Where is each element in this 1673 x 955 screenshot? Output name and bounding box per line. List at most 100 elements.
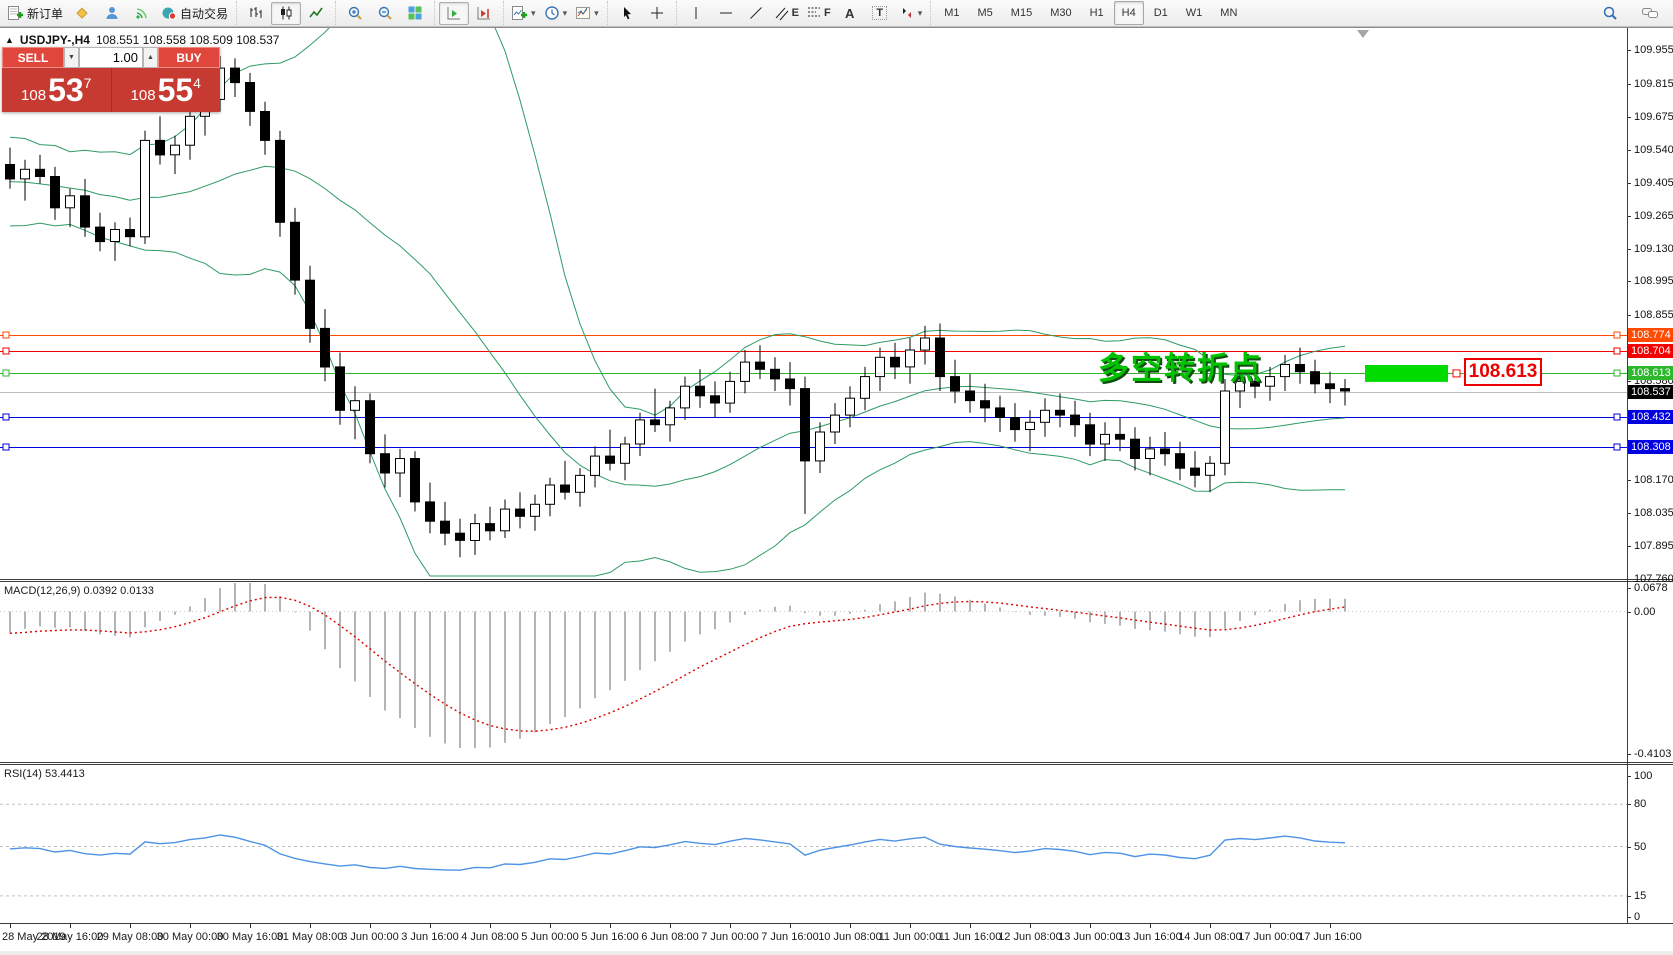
highlight-rectangle[interactable] bbox=[1365, 365, 1448, 382]
tab-timeframe-D1[interactable]: D1 bbox=[1153, 7, 1168, 19]
trendline-button[interactable] bbox=[741, 2, 771, 25]
macd-panel-canvas[interactable] bbox=[0, 583, 1627, 762]
chart-shift-marker[interactable] bbox=[1357, 30, 1369, 38]
candlestick-chart-button[interactable] bbox=[271, 1, 302, 25]
buy-button[interactable]: BUY bbox=[158, 47, 220, 68]
horizontal-line-108.704[interactable] bbox=[0, 347, 1627, 355]
tab-timeframe-M30[interactable]: M30 bbox=[1050, 7, 1072, 19]
horizontal-line-108.308[interactable] bbox=[0, 443, 1627, 451]
candle-body bbox=[920, 337, 930, 351]
horizontal-line-108.613[interactable] bbox=[0, 369, 1627, 377]
rsi-panel-canvas[interactable] bbox=[0, 766, 1627, 923]
macd-panel-separator[interactable] bbox=[0, 579, 1673, 582]
bar-chart-button[interactable] bbox=[241, 2, 271, 25]
volume-input[interactable] bbox=[79, 47, 143, 68]
time-axis-label: 4 Jun 08:00 bbox=[461, 931, 519, 943]
metaeditor-button[interactable] bbox=[67, 2, 97, 25]
candle-body bbox=[995, 407, 1005, 418]
candle-body bbox=[965, 390, 975, 402]
toolbar-group-scroll bbox=[434, 1, 503, 25]
candle-body bbox=[635, 419, 645, 445]
auto-scroll-button[interactable] bbox=[439, 1, 470, 25]
new-chart-dropdown[interactable]: ▾ bbox=[508, 2, 540, 25]
horizontal-line-108.432[interactable] bbox=[0, 413, 1627, 421]
main-chart-canvas[interactable] bbox=[0, 28, 1627, 579]
candle-body bbox=[395, 458, 405, 474]
line-chart-icon bbox=[308, 5, 324, 21]
sell-button[interactable]: SELL bbox=[2, 47, 64, 68]
vertical-line-button[interactable] bbox=[681, 2, 711, 25]
search-button[interactable] bbox=[1595, 2, 1625, 25]
horizontal-line-108.774[interactable] bbox=[0, 331, 1627, 339]
candle-body bbox=[515, 508, 525, 517]
crosshair-button[interactable] bbox=[642, 2, 672, 25]
candle-body bbox=[305, 279, 315, 329]
price-scale[interactable]: 109.955 109.815 109.675 109.540 109.405 109.2… bbox=[1627, 28, 1673, 923]
price-annotation-label[interactable]: 108.613 bbox=[1464, 358, 1542, 386]
signals-button[interactable] bbox=[127, 2, 157, 25]
tab-timeframe-H4[interactable]: H4 bbox=[1113, 1, 1144, 25]
candle-body bbox=[110, 229, 120, 242]
price-label-anchor[interactable] bbox=[1452, 369, 1461, 378]
channel-button[interactable]: E bbox=[771, 2, 803, 25]
candle-body bbox=[50, 176, 60, 209]
periods-dropdown[interactable]: ▾ bbox=[540, 2, 572, 25]
candle-body bbox=[1265, 376, 1275, 387]
macd-scale-label: 0.0678 bbox=[1634, 582, 1668, 594]
rsi-indicator-label: RSI(14) 53.4413 bbox=[4, 768, 85, 780]
zoom-out-button[interactable] bbox=[370, 2, 400, 25]
volume-increase-button[interactable]: ▲ bbox=[143, 47, 158, 68]
time-axis-label: 17 Jun 16:00 bbox=[1298, 931, 1362, 943]
autotrading-icon bbox=[161, 5, 177, 21]
tab-timeframe-M1[interactable]: M1 bbox=[944, 7, 960, 19]
price-line-label: 108.704 bbox=[1628, 344, 1673, 359]
time-axis-label: 14 Jun 08:00 bbox=[1178, 931, 1242, 943]
time-axis-label: 3 Jun 00:00 bbox=[341, 931, 399, 943]
time-axis-label: 30 May 16:00 bbox=[216, 931, 284, 943]
templates-dropdown[interactable]: ▾ bbox=[571, 2, 603, 25]
candle-body bbox=[1235, 380, 1245, 392]
price-line-label: 108.774 bbox=[1628, 327, 1673, 342]
tab-timeframe-W1[interactable]: W1 bbox=[1185, 7, 1203, 19]
fibonacci-button[interactable]: F bbox=[803, 2, 835, 25]
text-label-button[interactable]: T bbox=[865, 2, 895, 25]
candle-body bbox=[290, 221, 300, 281]
line-chart-button[interactable] bbox=[301, 2, 331, 25]
chat-icon bbox=[1641, 5, 1659, 21]
candle-body bbox=[890, 356, 900, 368]
volume-decrease-button[interactable]: ▼ bbox=[64, 47, 79, 68]
horizontal-line-button[interactable] bbox=[711, 2, 741, 25]
tab-timeframe-M15[interactable]: M15 bbox=[1010, 7, 1033, 19]
time-axis[interactable]: 28 May 2019 28 May 16:00 29 May 08:00 30 Ma… bbox=[0, 924, 1673, 951]
tile-windows-button[interactable] bbox=[400, 2, 430, 25]
chart-shift-button[interactable] bbox=[469, 2, 499, 25]
candle-body bbox=[710, 395, 720, 404]
buy-price[interactable]: 108 55 4 bbox=[112, 68, 221, 112]
candle-body bbox=[575, 474, 585, 493]
community-button[interactable] bbox=[97, 2, 127, 25]
chart-annotation-text[interactable]: 多空转折点 bbox=[1098, 351, 1263, 386]
time-axis-label: 28 May 2019 bbox=[2, 931, 66, 943]
chat-button[interactable] bbox=[1635, 2, 1665, 25]
cursor-button[interactable] bbox=[612, 2, 642, 25]
tab-timeframe-M5[interactable]: M5 bbox=[977, 7, 993, 19]
fibonacci-letter: F bbox=[823, 7, 831, 19]
tab-timeframe-H1[interactable]: H1 bbox=[1089, 7, 1104, 19]
zoom-in-button[interactable] bbox=[340, 2, 370, 25]
sell-price[interactable]: 108 53 7 bbox=[2, 68, 112, 112]
time-axis-label: 5 Jun 16:00 bbox=[581, 931, 639, 943]
toolbar: 新订单 自动交易 bbox=[0, 0, 1673, 27]
time-axis-label: 7 Jun 16:00 bbox=[761, 931, 819, 943]
new-order-button[interactable]: 新订单 bbox=[4, 2, 67, 25]
tab-timeframe-MN[interactable]: MN bbox=[1220, 7, 1238, 19]
autotrading-button[interactable]: 自动交易 bbox=[157, 2, 232, 25]
time-axis-label: 29 May 08:00 bbox=[96, 931, 164, 943]
timeframe-group: M1 M5 M15 M30 H1 H4 D1 W1 MN bbox=[930, 1, 1250, 25]
clock-icon bbox=[544, 5, 560, 21]
arrows-dropdown[interactable]: ▾ bbox=[895, 2, 927, 25]
time-axis-label: 13 Jun 16:00 bbox=[1118, 931, 1182, 943]
panel-collapse-toggle[interactable]: ▲ bbox=[5, 35, 14, 45]
text-button[interactable]: A bbox=[835, 2, 865, 25]
time-axis-label: 12 Jun 08:00 bbox=[998, 931, 1062, 943]
rsi-panel-separator[interactable] bbox=[0, 762, 1673, 765]
